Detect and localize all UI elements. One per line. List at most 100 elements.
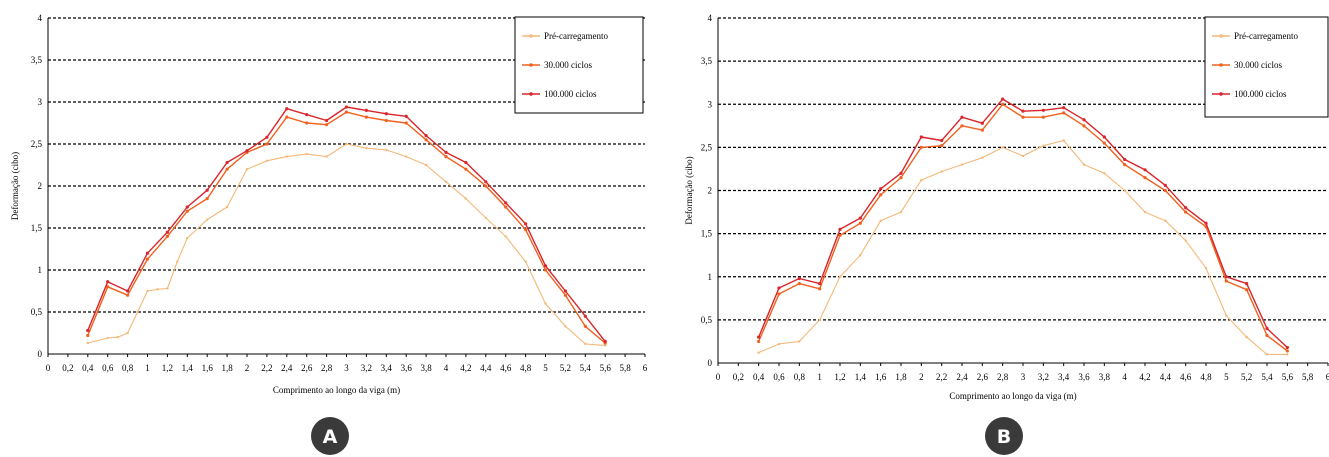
x-tick-label: 1,2 [162,363,173,373]
badge-circle [985,417,1023,455]
x-tick-label: 2 [919,372,924,382]
x-tick-label: 2,2 [261,363,272,373]
y-tick-label: 2 [38,181,43,191]
data-point [899,175,903,180]
data-point [265,159,269,162]
data-point [919,145,923,149]
data-point [919,135,923,139]
data-point [285,155,288,158]
data-point [185,209,189,213]
y-tick-label: 3 [708,99,713,109]
y-tick-label: 1 [38,265,43,275]
data-point [405,155,408,158]
data-point [1245,288,1249,292]
data-point [305,121,309,125]
x-axis-label: Comprimento ao longo da viga (m) [273,385,400,395]
data-point [1001,97,1005,101]
data-point [563,289,568,293]
x-tick-label: 0,2 [62,363,73,373]
x-tick-label: 3,6 [1078,372,1090,382]
data-point [940,170,943,173]
data-point [777,286,781,290]
x-tick-label: 0 [46,363,51,373]
data-point [1163,188,1167,193]
data-point [583,314,587,318]
data-point [464,167,468,171]
x-tick-label: 4 [1122,372,1127,382]
data-point [345,142,348,146]
data-point [1224,275,1228,279]
x-tick-label: 5,4 [1261,372,1273,382]
x-tick-label: 4,8 [520,363,532,373]
data-point [106,336,109,340]
legend-marker [529,92,533,96]
data-point [364,108,368,112]
data-point [524,260,527,263]
data-point [544,302,547,305]
data-point [285,115,289,119]
legend-label: Pré-carregamento [1234,31,1298,41]
data-point [205,188,209,192]
data-point [1143,175,1147,180]
data-point [1041,108,1045,112]
data-point [165,234,169,238]
x-tick-label: 5,6 [600,363,612,373]
x-tick-label: 1 [145,363,150,373]
data-point [940,144,944,148]
legend-marker [1219,92,1223,96]
x-tick-label: 4,6 [1180,372,1192,382]
x-tick-label: 0,6 [102,363,114,373]
x-tick-label: 0,4 [753,372,765,382]
x-tick-label: 3,6 [401,363,413,373]
data-point [86,341,90,345]
x-tick-label: 1,8 [895,372,907,382]
data-point [225,205,229,209]
data-point [757,339,761,344]
data-point [858,221,862,225]
legend-marker [1219,63,1223,67]
data-point [920,178,923,182]
x-tick-label: 6 [643,363,648,373]
x-tick-label: 2,6 [977,372,989,382]
x-tick-label: 3,4 [1058,372,1070,382]
x-tick-label: 5,2 [560,363,571,373]
data-point [981,156,984,159]
x-tick-label: 2,8 [321,363,333,373]
x-tick-label: 2,6 [301,363,313,373]
data-point [444,150,448,154]
data-point [960,163,964,166]
x-tick-label: 5,4 [580,363,592,373]
x-tick-label: 5 [543,363,548,373]
panel-badge-b: B [985,417,1023,455]
x-tick-label: 3,2 [1038,372,1049,382]
data-point [524,222,528,226]
legend-label: 30.000 ciclos [1234,60,1282,70]
data-point [818,287,822,291]
data-point [444,180,448,183]
x-tick-label: 0 [716,372,721,382]
data-point [583,324,587,328]
data-point [285,107,289,111]
data-point [1163,183,1167,187]
data-point [1265,326,1269,331]
y-tick-label: 1,5 [701,229,713,239]
data-point [1021,154,1025,158]
data-point [838,233,842,237]
data-point [879,193,883,197]
legend-label: 30.000 ciclos [544,60,592,70]
x-tick-label: 3,2 [361,363,372,373]
data-point [145,251,150,255]
chart-a: 0 0,5 1 1,5 2 2,5 3 3,5 4 0 0,2 0,4 0,6 0,8 1 1,2 1,4 1,6… [10,13,648,395]
legend-label: 100.000 ciclos [1234,89,1287,99]
badge-label: B [997,426,1011,448]
data-point [1042,144,1045,147]
data-point [1143,168,1147,172]
y-tick-label: 2 [708,186,713,196]
y-tick-label: 2,5 [701,142,713,152]
x-tick-label: 4,4 [480,363,492,373]
data-point [1184,239,1187,242]
y-tick-label: 1 [708,272,713,282]
data-point [1103,172,1106,175]
series-line [87,106,606,342]
data-point [245,168,249,171]
